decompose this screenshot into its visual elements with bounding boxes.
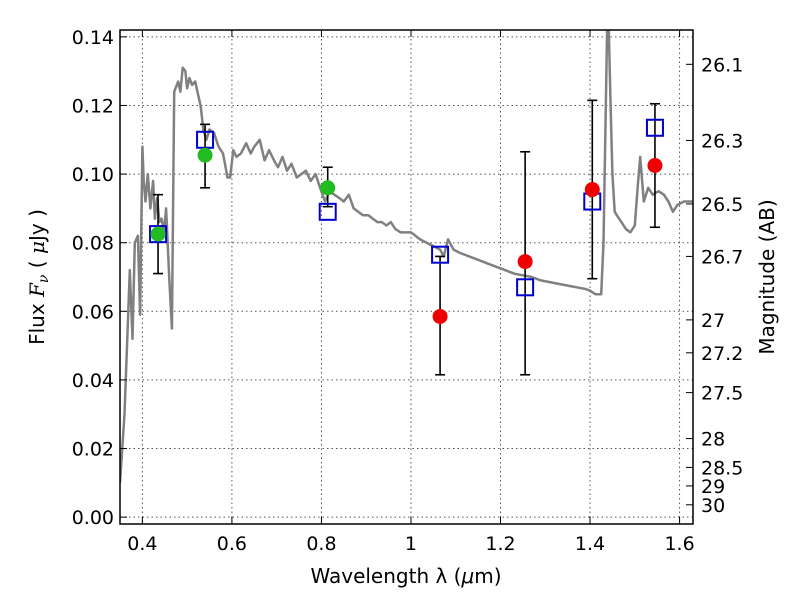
y2-tick-label: 27 [701,310,725,332]
y-tick-label: 0.00 [72,507,114,529]
y2-tick-label: 28.5 [701,457,743,479]
sed-curve-layer [120,30,693,483]
sed-model-curve [120,30,693,483]
x-axis-title: Wavelength λ (μm) [310,564,501,588]
y-tick-label: 0.04 [72,370,114,392]
model-flux-square [645,118,664,137]
observed-nir-point [584,182,600,198]
y2-tick-label: 26.5 [701,194,743,216]
model-flux-square [516,278,535,297]
x-tick-label: 1.2 [485,533,515,555]
y2-tick-label: 26.7 [701,246,743,268]
tick-labels: 0.4 0.6 0.8 1 1.2 1.4 1.6 0.00 0.02 0.04 0.06 0.08 0… [72,27,744,555]
y-tick-label: 0.10 [72,164,114,186]
y-axis-title: Flux Fν ( μJy ) [25,209,52,345]
grid-lines [120,30,693,524]
x-tick-label: 0.8 [306,533,336,555]
y2-axis-title: Magnitude (AB) [755,199,779,354]
plot-background [120,30,693,524]
y2-tick-label: 27.5 [701,383,743,405]
y-tick-label: 0.14 [72,27,114,49]
model-flux-square [431,245,450,264]
y2-tick-label: 27.2 [701,343,743,365]
model-flux-markers [149,118,664,297]
x-tick-label: 1 [405,533,417,555]
y2-tick-label: 26.1 [701,54,743,76]
model-flux-square [318,202,337,221]
x-tick-label: 1.6 [664,533,694,555]
observed-optical-point [320,180,336,196]
y-tick-label: 0.08 [72,233,114,255]
axis-ticks [120,30,693,524]
y2-tick-label: 30 [701,495,725,517]
model-flux-square [149,225,168,244]
y-tick-label: 0.02 [72,439,114,461]
y-tick-label: 0.06 [72,301,114,323]
y-tick-label: 0.12 [72,95,114,117]
observed-optical-point [150,226,166,242]
plot-frame [119,29,694,525]
y2-tick-label: 28 [701,429,725,451]
observed-nir-point [647,158,663,174]
x-tick-label: 0.6 [217,533,247,555]
observed-nir-point [517,254,533,270]
y2-tick-label: 29 [701,476,725,498]
x-tick-label: 1.4 [575,533,605,555]
observed-flux-markers [150,147,663,324]
observed-nir-point [432,308,448,324]
observed-optical-point [197,147,213,163]
x-tick-label: 0.4 [127,533,157,555]
y2-tick-label: 26.3 [701,130,743,152]
